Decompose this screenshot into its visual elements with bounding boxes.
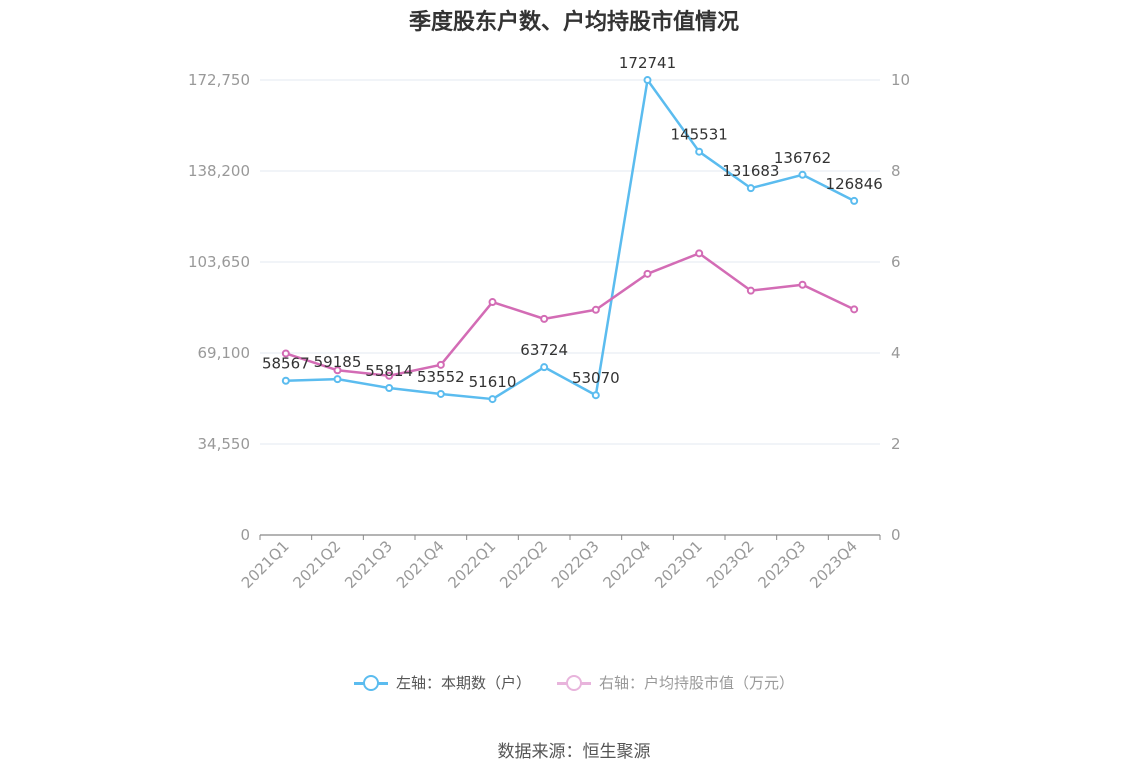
data-point-households xyxy=(798,170,807,179)
data-label-households: 58567 xyxy=(262,355,310,373)
x-axis-category-label: 2021Q2 xyxy=(290,537,345,592)
legend-swatch-avg-value xyxy=(557,674,591,691)
legend-item-households[interactable]: 左轴：本期数（户） xyxy=(353,672,531,693)
legend-item-avg-value[interactable]: 右轴：户均持股市值（万元） xyxy=(557,672,794,693)
data-point-households xyxy=(540,363,549,372)
data-point-avg-value xyxy=(488,298,497,307)
legend-label-households: 左轴：本期数（户） xyxy=(395,674,531,692)
data-label-households: 59185 xyxy=(314,353,362,371)
data-label-households: 172741 xyxy=(619,54,676,72)
data-label-households: 131683 xyxy=(722,162,779,180)
data-point-households xyxy=(591,391,600,400)
right-axis-tick-label: 2 xyxy=(891,435,901,453)
data-label-households: 51610 xyxy=(469,373,517,391)
x-axis-category-label: 2022Q1 xyxy=(445,537,500,592)
chart-title: 季度股东户数、户均持股市值情况 xyxy=(408,10,739,35)
legend: 左轴：本期数（户） 右轴：户均持股市值（万元） xyxy=(0,672,1148,693)
data-point-avg-value xyxy=(436,360,445,369)
series-line-households xyxy=(285,78,855,401)
left-axis-tick-label: 138,200 xyxy=(188,162,250,180)
data-point-avg-value xyxy=(591,305,600,314)
data-point-avg-value xyxy=(746,286,755,295)
x-axis-category-label: 2021Q1 xyxy=(238,537,293,592)
left-axis-tick-label: 172,750 xyxy=(188,71,250,89)
data-point-avg-value xyxy=(798,280,807,289)
data-label-households: 53552 xyxy=(417,368,465,386)
data-point-avg-value xyxy=(850,305,859,314)
data-point-households xyxy=(695,147,704,156)
data-label-households: 126846 xyxy=(826,175,883,193)
right-axis-tick-label: 4 xyxy=(891,344,901,362)
data-point-households xyxy=(746,184,755,193)
x-axis-category-label: 2022Q4 xyxy=(600,537,655,592)
right-axis-tick-label: 0 xyxy=(891,526,901,544)
x-axis-category-label: 2022Q2 xyxy=(496,537,551,592)
data-point-avg-value xyxy=(643,269,652,278)
data-label-households: 53070 xyxy=(572,369,620,387)
data-label-households: 145531 xyxy=(671,126,728,144)
x-axis-category-label: 2021Q3 xyxy=(341,537,396,592)
x-axis-category-label: 2023Q1 xyxy=(651,537,706,592)
legend-swatch-households xyxy=(353,674,388,691)
data-point-households xyxy=(281,376,290,385)
data-point-households xyxy=(436,389,445,398)
right-axis-tick-label: 10 xyxy=(891,71,910,89)
data-point-households xyxy=(333,375,342,384)
x-axis-category-label: 2023Q4 xyxy=(806,537,861,592)
data-point-avg-value xyxy=(333,366,342,375)
source-note: 数据来源：恒生聚源 xyxy=(497,742,651,762)
series-line-avg-value xyxy=(285,252,855,377)
right-axis-tick-label: 8 xyxy=(891,162,901,180)
data-point-avg-value xyxy=(385,371,394,380)
data-point-households xyxy=(850,196,859,205)
left-axis-tick-label: 69,100 xyxy=(198,344,251,362)
left-axis-tick-label: 34,550 xyxy=(198,435,251,453)
x-axis-category-label: 2023Q3 xyxy=(755,537,810,592)
data-point-households xyxy=(643,76,652,85)
left-axis-tick-label: 0 xyxy=(240,526,250,544)
data-point-avg-value xyxy=(695,249,704,258)
x-axis-category-label: 2021Q4 xyxy=(393,537,448,592)
data-label-households: 55814 xyxy=(365,362,413,380)
data-point-avg-value xyxy=(281,349,290,358)
right-axis-tick-label: 6 xyxy=(891,253,901,271)
data-point-avg-value xyxy=(540,314,549,323)
data-label-households: 63724 xyxy=(520,341,568,359)
x-axis-category-label: 2023Q2 xyxy=(703,537,758,592)
data-label-households: 136762 xyxy=(774,149,831,167)
data-point-households xyxy=(488,395,497,404)
x-axis-category-label: 2022Q3 xyxy=(548,537,603,592)
legend-label-avg-value: 右轴：户均持股市值（万元） xyxy=(599,674,795,692)
left-axis-tick-label: 103,650 xyxy=(188,253,250,271)
data-point-households xyxy=(385,383,394,392)
